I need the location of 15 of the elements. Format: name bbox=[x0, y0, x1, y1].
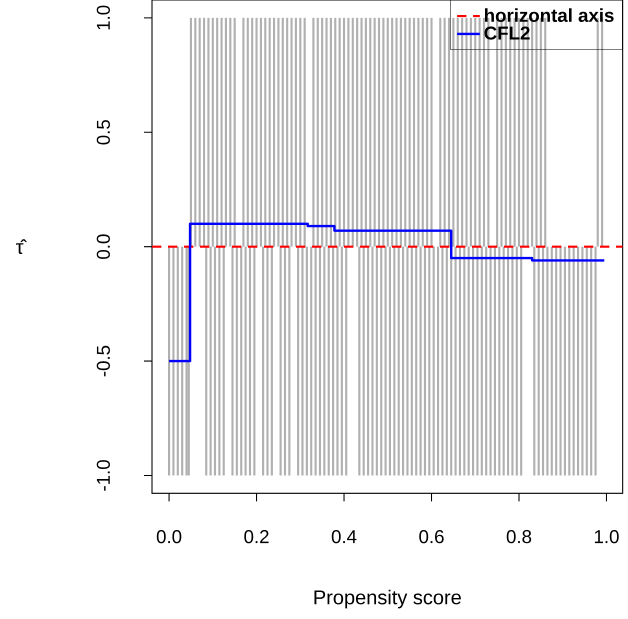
legend-label: horizontal axis bbox=[485, 8, 614, 22]
y-tick-label: 0.0 bbox=[96, 234, 110, 260]
y-axis-title: τ̂ bbox=[16, 239, 27, 254]
y-tick-label: -1.0 bbox=[96, 460, 110, 491]
x-tick-label: 0.8 bbox=[506, 530, 532, 544]
x-tick-label: 0.2 bbox=[244, 530, 269, 544]
y-tick-label: -0.5 bbox=[96, 346, 110, 376]
x-tick-label: 0.0 bbox=[156, 530, 182, 544]
x-tick-label: 0.4 bbox=[332, 530, 356, 544]
y-tick-label: 0.5 bbox=[96, 120, 110, 145]
legend-label: CFL2 bbox=[484, 26, 530, 40]
y-tick-label: 1.0 bbox=[96, 6, 110, 30]
x-tick-label: 0.6 bbox=[419, 530, 444, 544]
x-axis-title: Propensity score bbox=[314, 590, 461, 609]
x-tick-label: 1.0 bbox=[594, 530, 619, 544]
